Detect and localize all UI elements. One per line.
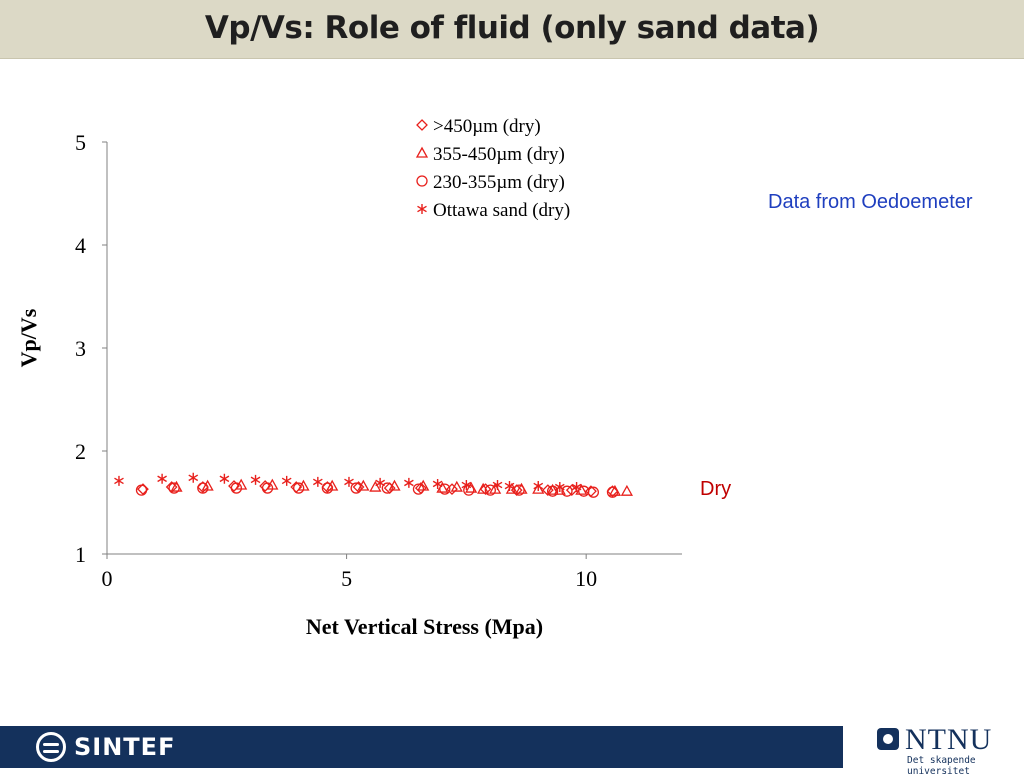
x-tick-label: 5 (341, 566, 352, 591)
data-point-circle (293, 482, 305, 494)
ntnu-logo-subtext: Det skapende universitet (907, 755, 976, 777)
footer: SINTEF NTNU Det skapende universitet (0, 723, 1024, 777)
data-point-triangle (532, 482, 545, 494)
data-point-diamond (196, 481, 209, 493)
data-point-asterisk (571, 482, 582, 493)
data-point-circle (484, 484, 496, 496)
ntnu-logo: NTNU Det skapende universitet (877, 723, 1017, 777)
dry-label: Dry (700, 478, 732, 500)
legend-label: 355-450µm (dry) (433, 144, 565, 165)
title-bar: Vp/Vs: Role of fluid (only sand data) (0, 0, 1024, 59)
y-tick-label: 1 (75, 542, 86, 567)
data-point-asterisk (461, 479, 472, 490)
data-point-triangle (620, 484, 634, 496)
data-point-circle (135, 484, 148, 496)
data-point-asterisk (404, 477, 414, 488)
data-point-diamond (321, 481, 334, 493)
y-tick-label: 2 (75, 439, 86, 464)
source-note: Data from Oedoemeter (768, 191, 973, 213)
data-point-asterisk (533, 481, 544, 492)
data-point-diamond (446, 483, 458, 496)
data-point-asterisk (312, 476, 323, 487)
data-point-asterisk (375, 477, 385, 488)
data-point-circle (587, 486, 600, 498)
x-tick-label: 0 (102, 566, 113, 591)
sintef-logo: SINTEF (36, 732, 175, 762)
y-tick-label: 5 (75, 130, 86, 155)
ntnu-logo-text: NTNU (905, 723, 993, 756)
data-point-circle (561, 485, 573, 497)
data-point-triangle (369, 480, 382, 492)
y-tick-label: 3 (75, 336, 86, 361)
legend-marker-triangle (415, 146, 429, 158)
data-point-asterisk (114, 475, 124, 486)
legend-label: 230-355µm (dry) (433, 172, 565, 193)
legend-marker-asterisk (417, 204, 427, 214)
data-point-circle (439, 483, 451, 495)
data-point-diamond (606, 485, 619, 498)
scatter-chart: 1 2 3 4 5 0 5 10 Net Vertical Stress (Mpa) Vp/Vs >… (16, 116, 682, 639)
sintef-logo-icon (36, 732, 66, 762)
footer-band: SINTEF (0, 726, 843, 768)
data-point-circle (606, 486, 619, 498)
legend-marker-circle (416, 175, 428, 187)
data-point-circle (546, 485, 559, 497)
data-point-triangle (450, 480, 463, 492)
data-point-diamond (259, 480, 272, 492)
x-axis-label: Net Vertical Stress (Mpa) (306, 614, 543, 639)
data-point-triangle (546, 483, 559, 495)
data-point-asterisk (281, 475, 292, 486)
legend-marker-diamond (416, 119, 428, 131)
y-tick-label: 4 (75, 233, 86, 258)
data-point-circle (197, 482, 209, 494)
data-point-circle (321, 482, 334, 494)
data-point-circle (230, 482, 243, 494)
slide-title: Vp/Vs: Role of fluid (only sand data) (204, 10, 820, 46)
data-point-circle (261, 482, 274, 494)
data-point-circle (381, 482, 393, 494)
data-point-asterisk (492, 479, 503, 490)
y-axis-label: Vp/Vs (16, 308, 41, 367)
legend-label: Ottawa sand (dry) (433, 200, 570, 221)
data-point-diamond (479, 483, 492, 496)
data-point-asterisk (157, 473, 167, 484)
data-point-circle (350, 482, 362, 494)
data-point-asterisk (250, 474, 261, 485)
data-point-asterisk (219, 473, 230, 484)
x-tick-label: 10 (575, 566, 597, 591)
data-point-asterisk (554, 482, 565, 493)
data-point-circle (463, 484, 475, 496)
data-point-circle (513, 484, 525, 496)
data-point-asterisk (504, 481, 515, 492)
data-point-asterisk (344, 476, 354, 487)
data-point-asterisk (188, 472, 199, 483)
legend-label: >450µm (dry) (433, 116, 541, 137)
data-point-diamond (228, 480, 240, 492)
data-point-asterisk (432, 478, 443, 489)
data-point-circle (168, 482, 180, 494)
data-point-circle (412, 483, 425, 495)
sintef-logo-text: SINTEF (74, 733, 176, 761)
ntnu-logo-icon (877, 728, 899, 750)
